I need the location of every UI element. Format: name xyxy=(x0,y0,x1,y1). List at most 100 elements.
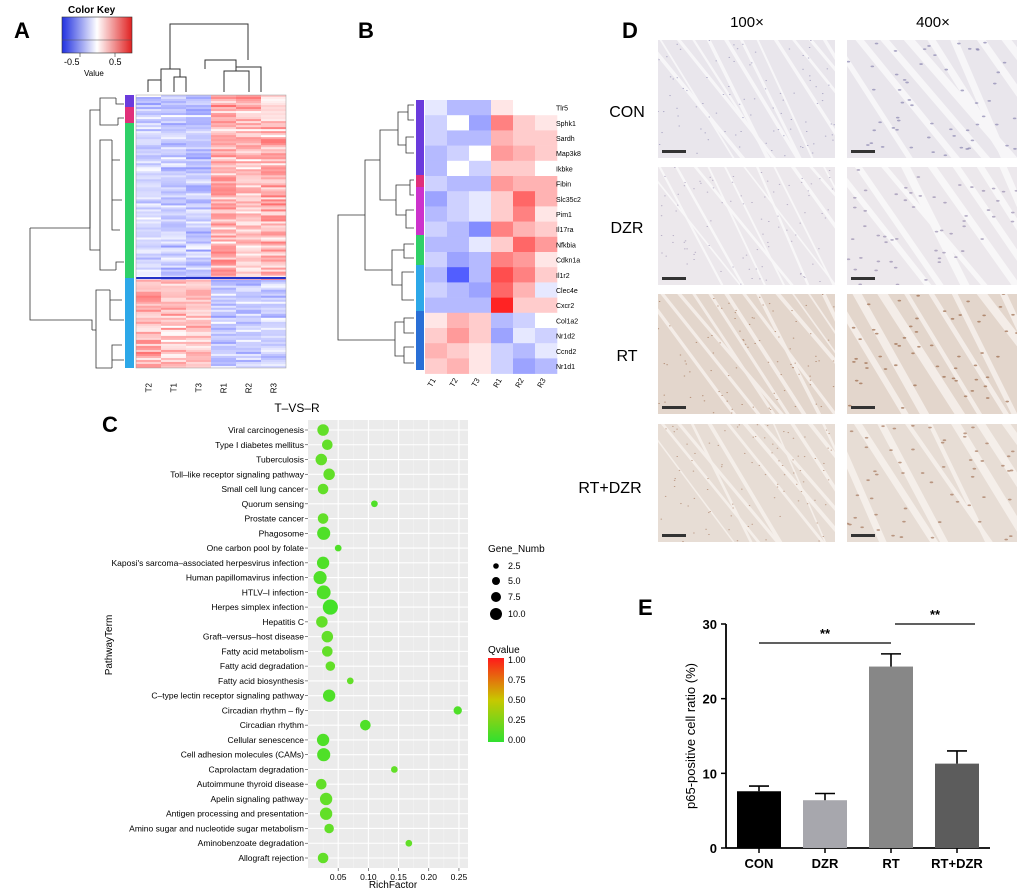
y-tick-label: 20 xyxy=(703,692,717,707)
term-label: Apelin signaling pathway xyxy=(210,794,304,804)
heatmap-cell xyxy=(136,205,162,208)
heatmap-cell xyxy=(236,263,262,267)
heatmap-cell xyxy=(161,167,187,170)
heatmap-cell xyxy=(211,291,237,295)
heatmap-cell xyxy=(161,241,187,244)
heatmap-cell xyxy=(211,191,237,194)
gene-label: Nr1d2 xyxy=(556,334,575,341)
heatmap-cell xyxy=(491,312,514,329)
heatmap-cell xyxy=(161,145,187,148)
heatmap-cell xyxy=(186,315,212,319)
micrograph xyxy=(658,424,835,542)
heatmap-cell xyxy=(186,151,212,154)
heatmap-cell xyxy=(211,189,237,192)
heatmap-cell xyxy=(491,206,514,222)
heatmap-cell xyxy=(136,297,162,301)
gene-label: Tlr5 xyxy=(556,106,568,113)
panel-a-row-dendrogram xyxy=(29,97,124,369)
heatmap-cell xyxy=(535,191,558,207)
heatmap-cell xyxy=(469,328,492,344)
heatmap-cell xyxy=(186,221,212,224)
heatmap-cell xyxy=(211,149,237,152)
heatmap-cell xyxy=(236,339,262,343)
heatmap-cell xyxy=(236,151,262,154)
pathway-dot xyxy=(325,661,336,671)
heatmap-cell xyxy=(186,361,212,365)
heatmap-cell xyxy=(136,277,286,279)
heatmap-cell xyxy=(211,297,237,301)
column-label: R3 xyxy=(270,382,279,393)
heatmap-cell xyxy=(136,177,162,180)
heatmap-cell xyxy=(161,235,187,238)
heatmap-cell xyxy=(161,347,187,351)
micrograph xyxy=(847,424,1017,542)
heatmap-cell xyxy=(211,165,237,168)
heatmap-cell xyxy=(136,321,162,325)
panel-d-row-label-con: CON xyxy=(609,104,645,121)
heatmap-cell xyxy=(236,293,262,297)
gene-label: Cxcr2 xyxy=(556,303,574,310)
heatmap-cell xyxy=(236,257,262,261)
heatmap-cell xyxy=(211,301,237,305)
heatmap-cell xyxy=(136,167,162,170)
heatmap-cell xyxy=(211,307,237,311)
heatmap-cell xyxy=(236,111,262,114)
heatmap-cell xyxy=(161,175,187,178)
heatmap-cell xyxy=(161,201,187,204)
heatmap-cell xyxy=(491,252,514,268)
heatmap-cell xyxy=(211,349,237,353)
heatmap-cell xyxy=(261,357,286,361)
heatmap-cell xyxy=(161,125,187,128)
heatmap-cell xyxy=(136,161,162,164)
heatmap-cell xyxy=(161,115,187,118)
panel-e-bars xyxy=(737,653,979,848)
heatmap-cell xyxy=(491,328,514,344)
heatmap-cell xyxy=(447,328,470,344)
heatmap-cell xyxy=(261,105,286,108)
heatmap-cell xyxy=(261,221,286,224)
heatmap-cell xyxy=(186,295,212,299)
heatmap-cell xyxy=(136,245,162,248)
heatmap-cell xyxy=(136,333,162,337)
heatmap-cell xyxy=(161,305,187,309)
heatmap-cell xyxy=(161,117,187,120)
heatmap-cell xyxy=(161,159,187,162)
heatmap-cell xyxy=(261,131,286,134)
heatmap-cell xyxy=(261,349,286,353)
heatmap-cell xyxy=(161,157,187,160)
term-label: Viral carcinogenesis xyxy=(228,425,304,435)
heatmap-cell xyxy=(261,329,286,333)
heatmap-cell xyxy=(211,351,237,355)
heatmap-cell xyxy=(447,267,470,283)
heatmap-cell xyxy=(161,199,187,202)
panel-e: E p65-positive cell ratio (%) 0 10 20 30 CON… xyxy=(638,595,990,871)
panel-d-col-label-100x: 100× xyxy=(730,14,764,31)
heatmap-cell xyxy=(136,285,162,289)
term-label: Quorum sensing xyxy=(242,499,305,509)
heatmap-cell xyxy=(211,327,237,331)
heatmap-cell xyxy=(236,123,262,126)
pathway-dot xyxy=(334,544,342,552)
heatmap-cell xyxy=(211,263,237,267)
heatmap-cell xyxy=(136,135,162,138)
heatmap-cell xyxy=(186,243,212,246)
size-legend-item: 10.0 xyxy=(508,609,526,619)
term-label: HTLV–I infection xyxy=(242,587,304,597)
heatmap-cell xyxy=(211,207,237,210)
heatmap-cell xyxy=(136,233,162,236)
heatmap-cell xyxy=(136,279,162,283)
heatmap-cell xyxy=(186,337,212,341)
heatmap-cell xyxy=(186,323,212,327)
heatmap-cell xyxy=(261,115,286,118)
heatmap-cell xyxy=(186,165,212,168)
heatmap-cell xyxy=(236,347,262,351)
panel-d-row-label-dzr: DZR xyxy=(611,220,644,237)
heatmap-cell xyxy=(136,331,162,335)
heatmap-cell xyxy=(161,149,187,152)
term-label: Cellular senescence xyxy=(227,735,304,745)
heatmap-cell xyxy=(211,163,237,166)
heatmap-cell xyxy=(236,103,262,106)
heatmap-cell xyxy=(261,319,286,323)
heatmap-cell xyxy=(236,355,262,359)
heatmap-cell xyxy=(236,265,262,269)
